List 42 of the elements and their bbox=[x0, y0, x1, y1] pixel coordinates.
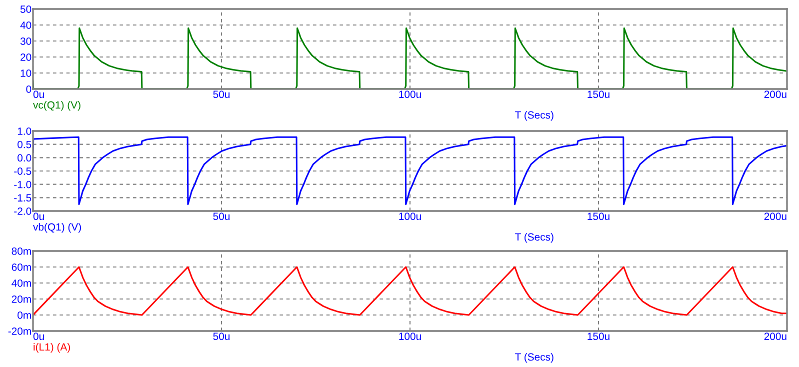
x-tick-label: 0u bbox=[33, 212, 44, 220]
y-tick-label: 40m bbox=[12, 280, 31, 287]
x-tick-label: 0u bbox=[33, 332, 44, 340]
y-tick-label: 0.0 bbox=[18, 154, 32, 162]
x-tick-label: 200u bbox=[764, 212, 786, 220]
x-tick-label: 50u bbox=[213, 90, 230, 98]
x-tick-label: 150u bbox=[588, 90, 610, 98]
y-tick-label: 30 bbox=[20, 38, 32, 45]
line-series bbox=[33, 266, 787, 316]
x-axis-title: T (Secs) bbox=[515, 233, 554, 243]
x-tick-label: 150u bbox=[588, 332, 610, 340]
y-tick-label: 10 bbox=[20, 70, 32, 77]
y-tick-label: -1.0 bbox=[14, 180, 32, 188]
text: i(L1) (A) bbox=[34, 343, 70, 353]
x-tick-label: 100u bbox=[399, 212, 421, 220]
y-tick-label: 40 bbox=[20, 22, 32, 29]
y-tick-label: 1.0 bbox=[18, 128, 32, 135]
x-tick-label: 100u bbox=[399, 90, 421, 98]
y-tick-label: 0.5 bbox=[18, 140, 32, 148]
y-tick-label: -20m bbox=[8, 328, 31, 335]
series-label: vc(Q1) (V) bbox=[33, 101, 80, 111]
x-tick-label: 200u bbox=[764, 90, 786, 98]
x-axis-title: T (Secs) bbox=[515, 353, 554, 363]
y-tick-label: 60m bbox=[12, 264, 31, 271]
x-tick-label: 100u bbox=[399, 332, 421, 340]
x-axis-title: T (Secs) bbox=[515, 111, 554, 121]
y-tick-label: -2.0 bbox=[14, 208, 32, 215]
x-tick-label: 0u bbox=[33, 90, 44, 98]
y-tick-label: 0 bbox=[26, 86, 32, 93]
x-tick-label: 50u bbox=[213, 332, 230, 340]
y-tick-label: 80m bbox=[12, 248, 31, 255]
y-tick-label: 20m bbox=[12, 296, 31, 303]
y-tick-label: 20 bbox=[20, 54, 32, 61]
x-tick-label: 200u bbox=[764, 332, 786, 340]
y-tick-label: 0m bbox=[18, 312, 31, 319]
y-tick-label: -0.5 bbox=[14, 168, 32, 175]
series-label: vb(Q1) (V) bbox=[33, 223, 81, 233]
x-tick-label: 150u bbox=[588, 212, 610, 220]
line-series bbox=[33, 136, 787, 206]
y-tick-label: 50 bbox=[20, 6, 32, 13]
y-tick-label: -1.5 bbox=[14, 194, 32, 202]
x-tick-label: 50u bbox=[213, 212, 230, 220]
